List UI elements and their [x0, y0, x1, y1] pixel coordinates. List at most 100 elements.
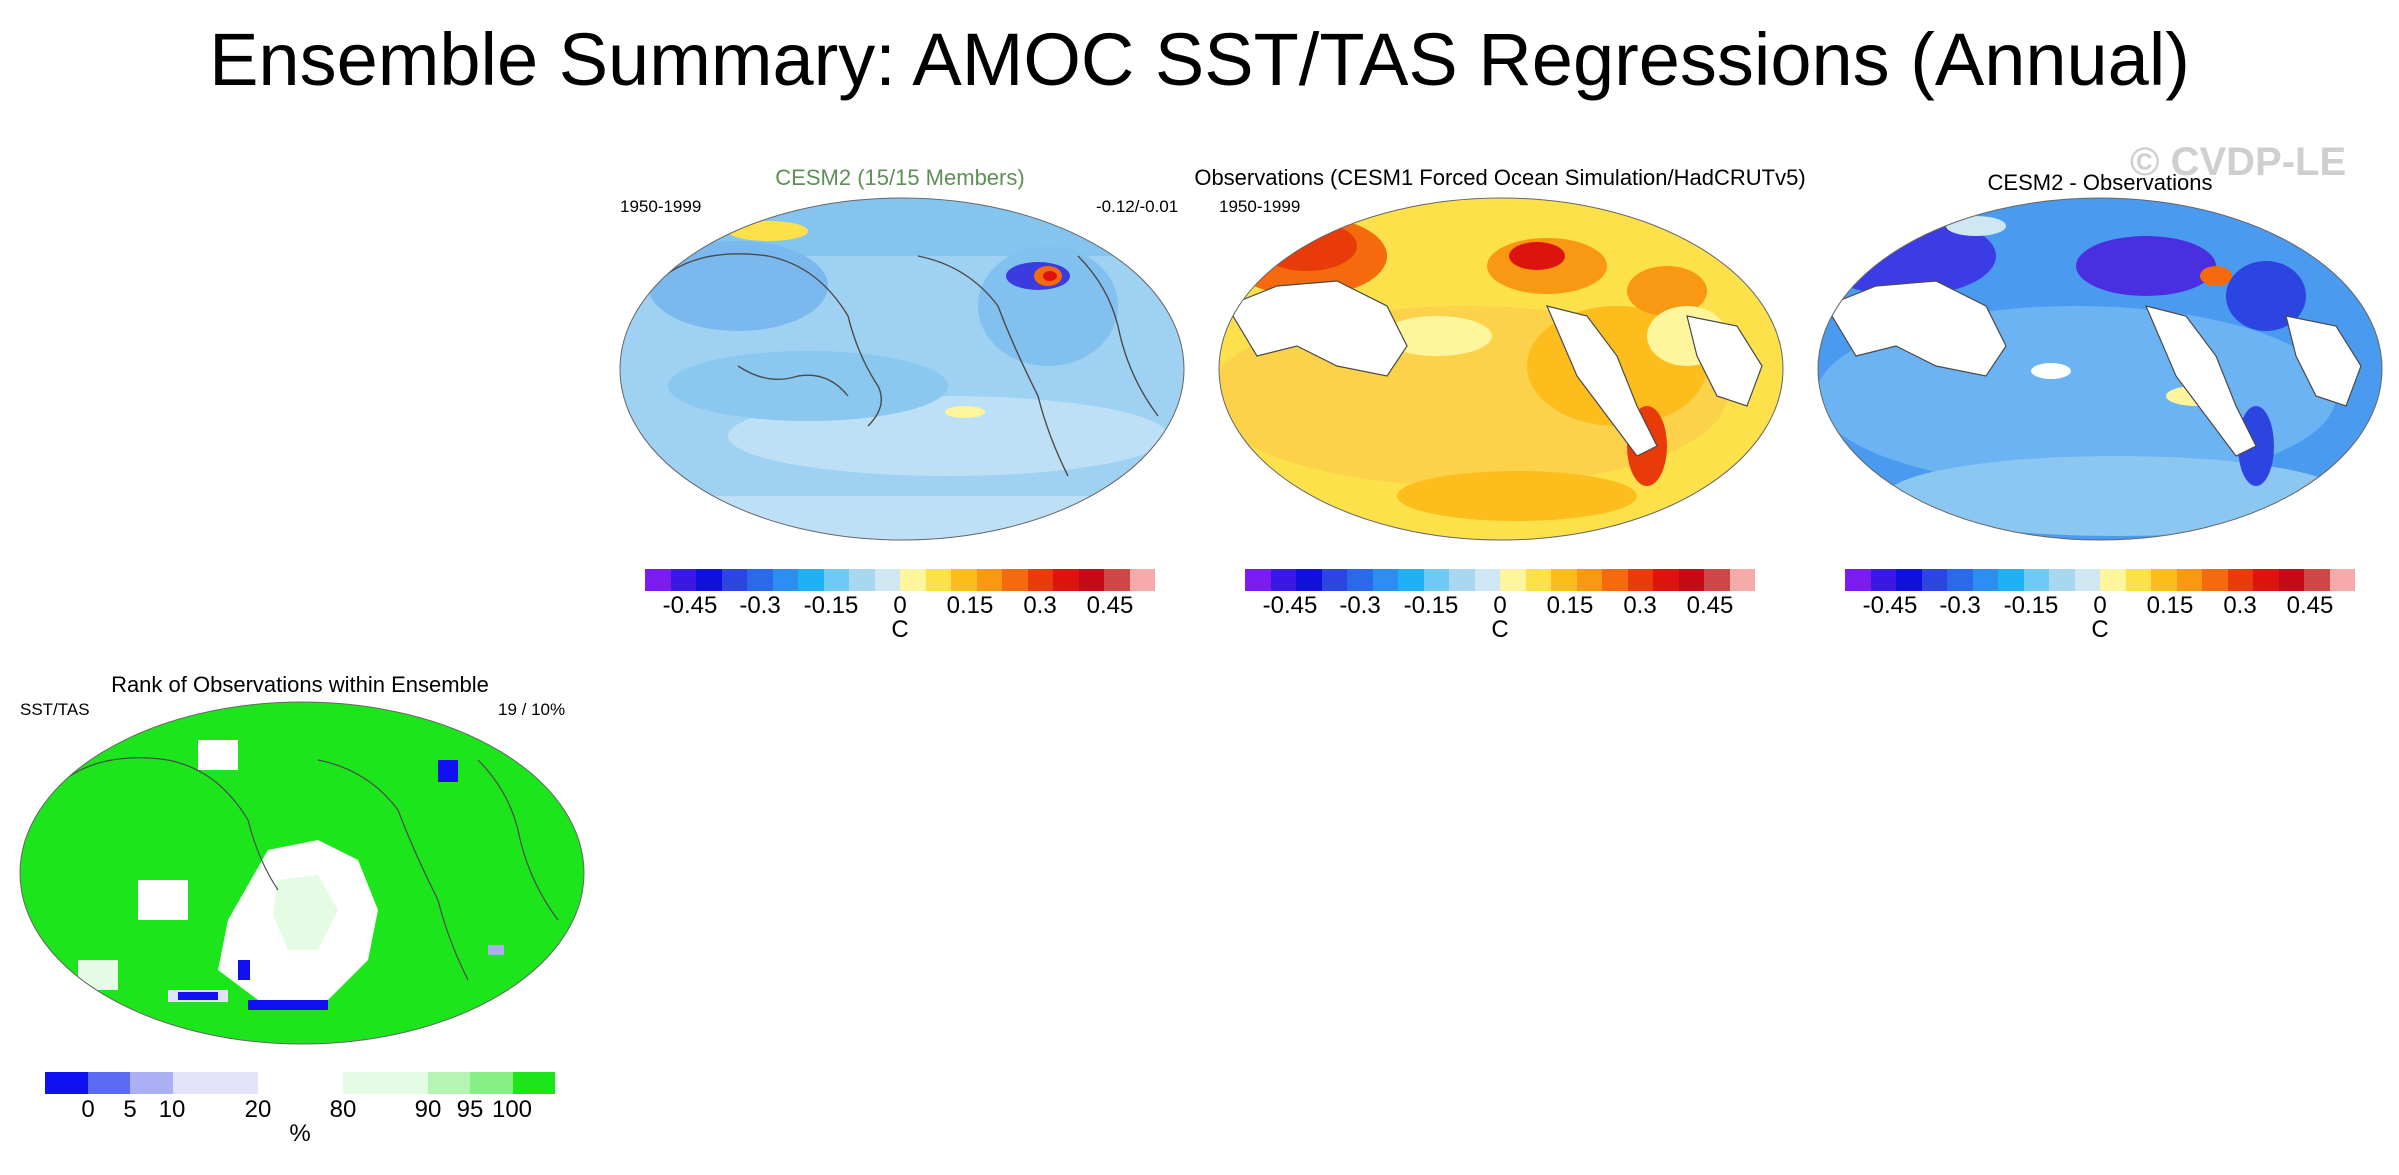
cbar2-bin-5: [1347, 569, 1373, 591]
cbar3-bin-19: [2304, 569, 2330, 591]
cbar3-bin-15: [2202, 569, 2228, 591]
cbar2-tick-3: -0.15: [1403, 592, 1459, 619]
cbar2-bin-7: [1398, 569, 1424, 591]
cbar2-bin-13: [1551, 569, 1577, 591]
rank-tick-1: 0: [81, 1096, 95, 1123]
cbar3-bin-9: [2049, 569, 2075, 591]
cbar2-tick-1: -0.45: [1262, 592, 1318, 619]
cbar1-bin-5: [747, 569, 773, 591]
cbar1-bin-19: [1104, 569, 1130, 591]
diff-map: [1817, 197, 2383, 541]
cesm2-panel-title: CESM2 (15/15 Members): [775, 165, 1025, 190]
rank-unit: %: [289, 1120, 311, 1147]
cbar2-tick-7: 0.45: [1686, 592, 1734, 619]
cbar3-bin-20: [2329, 569, 2355, 591]
rank-tick-8: 100: [491, 1096, 533, 1123]
cbar1-tick-1: -0.45: [662, 592, 718, 619]
rank-bin-5: [257, 1072, 343, 1094]
cbar2-tick-2: -0.3: [1339, 592, 1381, 619]
cbar1-bin-18: [1078, 569, 1104, 591]
obs-period-label: 1950-1999: [1219, 197, 1301, 216]
cbar2-bin-2: [1270, 569, 1296, 591]
cbar3-tick-2: -0.3: [1939, 592, 1981, 619]
cbar1-tick-5: 0.15: [946, 592, 994, 619]
cbar1-bin-17: [1053, 569, 1079, 591]
cbar1-bin-3: [696, 569, 722, 591]
cbar3-tick-5: 0.15: [2146, 592, 2194, 619]
cbar1-bin-20: [1129, 569, 1155, 591]
cbar3-bin-8: [2023, 569, 2049, 591]
rank-tick-2: 5: [123, 1096, 137, 1123]
rank-bin-6: [342, 1072, 428, 1094]
rank-bin-8: [470, 1072, 513, 1094]
cbar3-bin-1: [1845, 569, 1871, 591]
rank-tick-7: 95: [456, 1096, 484, 1123]
cbar3-tick-1: -0.45: [1862, 592, 1918, 619]
cbar3-bin-3: [1896, 569, 1922, 591]
cbar1-bin-12: [925, 569, 951, 591]
obs-map: [1218, 197, 1784, 541]
cbar2-bin-1: [1245, 569, 1271, 591]
rank-bin-3: [130, 1072, 173, 1094]
obs-panel-title: Observations (CESM1 Forced Ocean Simulat…: [1194, 165, 1806, 190]
cbar3-bin-2: [1870, 569, 1896, 591]
cesm2-colorbar: [645, 569, 1155, 591]
cbar1-tick-6: 0.3: [1023, 592, 1057, 619]
cbar1-tick-3: -0.15: [803, 592, 859, 619]
cbar2-bin-20: [1729, 569, 1755, 591]
cbar3-tick-3: -0.15: [2003, 592, 2059, 619]
obs-colorbar: [1245, 569, 1755, 591]
rank-tick-5: 80: [329, 1096, 357, 1123]
cbar2-bin-19: [1704, 569, 1730, 591]
cbar3-bin-13: [2151, 569, 2177, 591]
rank-bin-7: [427, 1072, 470, 1094]
cbar1-unit: C: [891, 616, 909, 643]
cbar3-bin-4: [1921, 569, 1947, 591]
cbar3-bin-17: [2253, 569, 2279, 591]
cbar2-tick-4: 0: [1493, 592, 1507, 619]
cbar3-bin-10: [2074, 569, 2100, 591]
cbar1-bin-9: [849, 569, 875, 591]
cesm2-range-label: -0.12/-0.01: [1096, 197, 1179, 216]
cbar2-bin-16: [1627, 569, 1653, 591]
cbar2-bin-9: [1449, 569, 1475, 591]
cbar1-tick-4: 0: [893, 592, 907, 619]
cbar1-tick-2: -0.3: [739, 592, 781, 619]
cbar1-bin-16: [1027, 569, 1053, 591]
cbar2-bin-17: [1653, 569, 1679, 591]
cbar2-bin-8: [1423, 569, 1449, 591]
cbar2-bin-6: [1372, 569, 1398, 591]
cbar1-bin-10: [874, 569, 900, 591]
rank-tick-4: 20: [244, 1096, 272, 1123]
rank-right-label: 19 / 10%: [498, 700, 566, 719]
cbar1-bin-2: [670, 569, 696, 591]
cbar2-bin-15: [1602, 569, 1628, 591]
cbar1-bin-1: [645, 569, 671, 591]
cbar2-bin-4: [1321, 569, 1347, 591]
cbar3-unit: C: [2091, 616, 2109, 643]
cbar2-bin-10: [1474, 569, 1500, 591]
cbar2-tick-5: 0.15: [1546, 592, 1594, 619]
page-title: Ensemble Summary: AMOC SST/TAS Regressio…: [209, 18, 2190, 101]
cbar3-tick-7: 0.45: [2286, 592, 2334, 619]
cbar3-bin-12: [2125, 569, 2151, 591]
rank-bin-2: [87, 1072, 130, 1094]
cbar3-tick-6: 0.3: [2223, 592, 2257, 619]
cbar3-bin-18: [2278, 569, 2304, 591]
cbar2-tick-6: 0.3: [1623, 592, 1657, 619]
cbar2-bin-12: [1525, 569, 1551, 591]
rank-tick-6: 90: [414, 1096, 442, 1123]
cbar1-bin-6: [772, 569, 798, 591]
watermark: © CVDP-LE: [2130, 140, 2347, 184]
cbar3-bin-11: [2100, 569, 2126, 591]
cbar2-bin-18: [1678, 569, 1704, 591]
diff-colorbar: [1845, 569, 2355, 591]
cbar3-bin-5: [1947, 569, 1973, 591]
diff-panel-title: CESM2 - Observations: [1987, 170, 2213, 195]
cbar1-bin-15: [1002, 569, 1028, 591]
cbar1-bin-7: [798, 569, 824, 591]
cbar3-bin-14: [2176, 569, 2202, 591]
cbar3-bin-7: [1998, 569, 2024, 591]
cesm2-map: [619, 197, 1185, 541]
cbar3-bin-16: [2227, 569, 2253, 591]
